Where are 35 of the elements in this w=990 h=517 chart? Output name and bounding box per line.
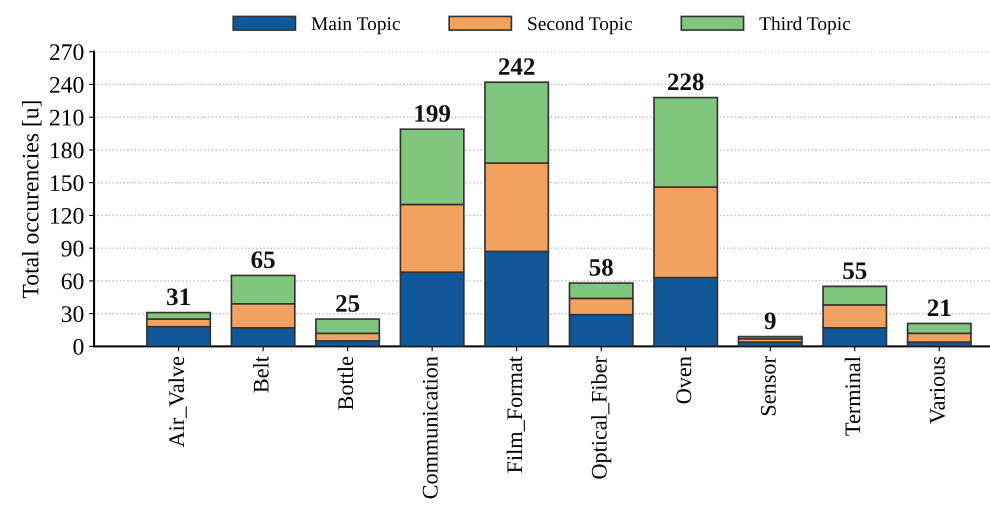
total-label: 25: [336, 295, 360, 312]
x-tick-label: Oven: [676, 356, 692, 404]
x-tick-label: Communication: [422, 356, 438, 498]
y-tick-label: 270: [50, 44, 84, 60]
y-tick-label: 30: [62, 306, 84, 322]
total-label: 228: [668, 73, 704, 90]
total-label: 55: [843, 262, 866, 280]
legend-label: Third Topic: [759, 16, 850, 34]
y-tick-label: 180: [50, 142, 84, 158]
legend-label: Second Topic: [528, 16, 632, 34]
total-label: 58: [590, 258, 613, 276]
total-label: 9: [764, 312, 776, 330]
y-tick-label: 60: [62, 273, 84, 290]
y-axis-title: Total occurencies [u]: [22, 101, 42, 298]
total-label: 199: [415, 105, 450, 122]
total-label: 21: [928, 299, 950, 316]
x-tick-label: Terminal: [844, 356, 860, 436]
x-tick-label: Sensor: [760, 356, 776, 416]
x-tick-label: Film_Format: [506, 356, 525, 473]
x-tick-label: Various: [930, 356, 945, 424]
x-tick-label: Belt: [253, 356, 269, 393]
bar: [738, 336, 803, 340]
y-tick-label: 150: [50, 175, 84, 192]
y-tick-label: 90: [61, 240, 84, 257]
y-tick-label: 0: [73, 338, 84, 355]
total-label: 65: [251, 251, 275, 268]
total-label: 242: [498, 58, 534, 75]
legend-label: Main Topic: [312, 17, 400, 34]
x-tick-label: Air_Valve: [168, 356, 187, 448]
x-tick-label: Bottle: [338, 356, 354, 410]
y-tick-label: 120: [50, 208, 84, 224]
total-label: 31: [167, 288, 190, 306]
y-tick-label: 240: [50, 76, 84, 93]
x-tick-label: Optical_Fiber: [591, 356, 612, 479]
y-tick-label: 210: [50, 110, 84, 126]
